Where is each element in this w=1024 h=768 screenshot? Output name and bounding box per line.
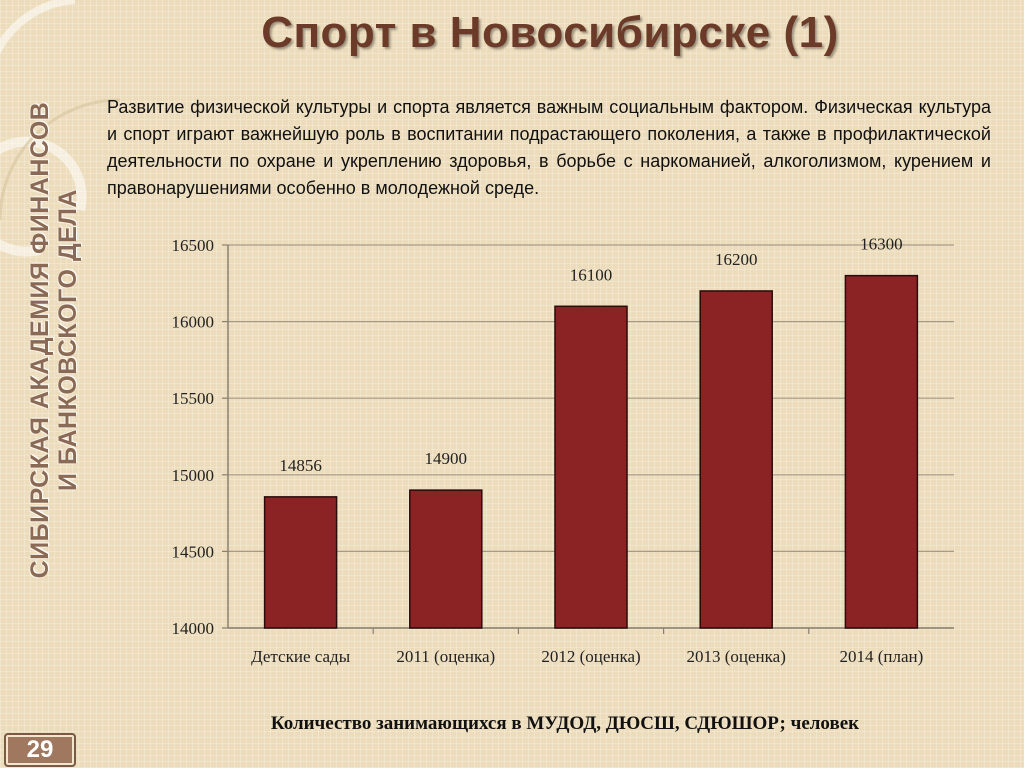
bar xyxy=(844,274,919,629)
bar xyxy=(554,305,628,629)
bar xyxy=(409,489,483,629)
slide-title: Спорт в Новосибирске (1) xyxy=(261,8,839,57)
x-tick-label: Детские сады xyxy=(251,647,351,666)
x-tick-label: 2014 (план) xyxy=(840,647,924,666)
page-number-badge: 29 xyxy=(4,733,76,767)
y-tick-label: 16500 xyxy=(172,236,215,255)
data-label: 16200 xyxy=(715,250,758,269)
bar xyxy=(699,290,773,629)
y-tick-label: 15500 xyxy=(172,389,215,408)
chart-caption: Количество занимающихся в МУДОД, ДЮСШ, С… xyxy=(270,713,860,734)
x-tick-label: 2013 (оценка) xyxy=(687,647,786,666)
data-label: 14856 xyxy=(279,456,322,475)
data-label: 16300 xyxy=(860,235,903,254)
y-tick-label: 16000 xyxy=(172,313,215,332)
page-number: 29 xyxy=(26,736,54,763)
y-tick-label: 15000 xyxy=(172,466,215,485)
bar xyxy=(263,496,338,629)
y-tick-label: 14500 xyxy=(172,542,215,561)
y-tick-label: 14000 xyxy=(172,619,215,638)
data-label: 14900 xyxy=(425,449,468,468)
intro-paragraph: Развитие физической культуры и спорта яв… xyxy=(107,97,991,198)
data-label: 16100 xyxy=(570,265,613,284)
x-tick-label: 2011 (оценка) xyxy=(396,647,495,666)
x-tick-label: 2012 (оценка) xyxy=(541,647,640,666)
